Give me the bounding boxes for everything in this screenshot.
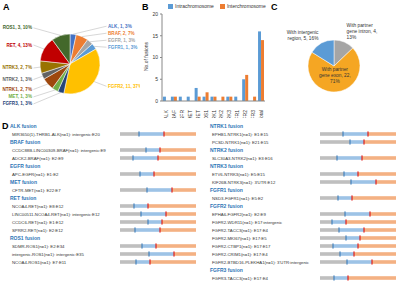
svg-text:MET, 1, 3%: MET, 1, 3% (9, 94, 33, 99)
svg-text:KIF26B-NTRK3(n=1): 3'UTR:E12: KIF26B-NTRK3(n=1): 3'UTR:E12 (212, 180, 276, 185)
svg-text:FGFR2-CTBP1(n=1): E17:E17: FGFR2-CTBP1(n=1): E17:E17 (212, 244, 271, 249)
svg-text:10: 10 (152, 54, 158, 60)
svg-text:EPHA6-FGFR2(n=1): E2:E9: EPHA6-FGFR2(n=1): E2:E9 (212, 212, 266, 217)
svg-text:ETV6-NTRK3(n=1): E5:E15: ETV6-NTRK3(n=1): E5:E15 (212, 172, 266, 177)
svg-text:NTRK1, 2, 7%: NTRK1, 2, 7% (8, 87, 32, 92)
svg-text:C: C (271, 2, 278, 12)
svg-text:NTRK2: NTRK2 (218, 110, 224, 118)
svg-text:ALK fusion: ALK fusion (10, 123, 37, 129)
svg-text:5: 5 (155, 76, 158, 82)
html-text:Intrachromosome: Intrachromosome (175, 3, 214, 9)
svg-text:PCSD-NTRK1(n=1): E21:E15: PCSD-NTRK1(n=1): E21:E15 (212, 140, 269, 145)
svg-text:FGFR2-WDR11(n=1): E17:intergen: FGFR2-WDR11(n=1): E17:intergenic (212, 220, 283, 225)
svg-text:FGFR1, 1, 3%: FGFR1, 1, 3% (108, 45, 137, 50)
svg-text:FGFR2-TACC3(n=1): E17:E4: FGFR2-TACC3(n=1): E17:E4 (212, 228, 269, 233)
svg-text:MET: MET (187, 110, 193, 118)
svg-text:EGFR: EGFR (179, 110, 185, 118)
svg-text:NTRK1 fusion: NTRK1 fusion (210, 123, 243, 129)
svg-text:D: D (8, 121, 9, 131)
svg-text:MIR3650(1)-THRB1-ALK(n=1): int: MIR3650(1)-THRB1-ALK(n=1): intergenic:E2… (12, 132, 100, 137)
svg-text:FGFR2 fusion: FGFR2 fusion (210, 203, 243, 209)
svg-text:NTRK3 fusion: NTRK3 fusion (210, 163, 243, 169)
svg-text:CFTR-MET(n=1): E22:E7: CFTR-MET(n=1): E22:E7 (12, 188, 61, 193)
svg-text:15: 15 (152, 33, 158, 39)
svg-text:FGFR3, 1, 3%: FGFR3, 1, 3% (8, 101, 32, 106)
svg-text:FGFR1: FGFR1 (234, 110, 240, 118)
svg-text:CCDC88B-LINC00309-BRAF(n=1): i: CCDC88B-LINC00309-BRAF(n=1): intergenic:… (12, 148, 106, 153)
html-text:Interchromosome: Interchromosome (226, 3, 266, 9)
svg-text:With intergenicregion, 5, 16%: With intergenicregion, 5, 16% (287, 30, 319, 41)
svg-text:FGFR2, 11, 37%: FGFR2, 11, 37% (108, 84, 140, 89)
svg-text:EGFR fusion: EGFR fusion (10, 163, 40, 169)
svg-text:Total: Total (258, 110, 264, 118)
svg-text:ROS1, 3, 10%: ROS1, 3, 10% (8, 25, 32, 30)
svg-text:SLC30A3-NTRK2(n=1): E3:E16: SLC30A3-NTRK2(n=1): E3:E16 (212, 156, 273, 161)
svg-text:ALK, 1, 3%: ALK, 1, 3% (108, 24, 132, 29)
svg-text:FGFR2-MKI67(n=1): E17:E5: FGFR2-MKI67(n=1): E17:E5 (212, 236, 267, 241)
svg-text:SDMR-ROS1(n=1): E2:E34: SDMR-ROS1(n=1): E2:E34 (12, 244, 65, 249)
svg-text:FGFR2-CRIM1(n=1): E17:E4: FGFR2-CRIM1(n=1): E17:E4 (212, 252, 268, 257)
svg-text:MET fusion: MET fusion (10, 179, 37, 185)
svg-text:NCOA4-RET(n=1): E8:E12: NCOA4-RET(n=1): E8:E12 (12, 204, 64, 209)
svg-text:NTRK3: NTRK3 (226, 110, 232, 118)
svg-text:FGFR3: FGFR3 (250, 110, 256, 118)
svg-text:NSD3-FGFR1(n=1): E5:E2: NSD3-FGFR1(n=1): E5:E2 (212, 196, 264, 201)
svg-text:NTRK2 fusion: NTRK2 fusion (210, 147, 243, 153)
svg-text:ADCK2-BRAF(n=1): E2:E9: ADCK2-BRAF(n=1): E2:E9 (12, 156, 64, 161)
svg-text:0: 0 (155, 98, 158, 104)
svg-text:EPHB1-NTRK1(n=1): E1:E15: EPHB1-NTRK1(n=1): E1:E15 (212, 132, 269, 137)
svg-text:NTRK2, 1, 3%: NTRK2, 1, 3% (8, 77, 32, 82)
svg-text:With partnergene intron, 4,13%: With partnergene intron, 4,13% (347, 22, 378, 39)
svg-text:BRAF: BRAF (171, 110, 177, 118)
svg-text:RET, 4, 13%: RET, 4, 13% (8, 43, 32, 48)
svg-text:ALK: ALK (163, 109, 169, 118)
svg-text:20: 20 (152, 12, 158, 17)
svg-text:LINC00511-NCOA4-RET(n=1): inte: LINC00511-NCOA4-RET(n=1): intergenic:E12 (12, 212, 100, 217)
svg-text:A: A (8, 2, 10, 12)
svg-text:NTRK1: NTRK1 (211, 110, 217, 118)
svg-text:intergenic-ROS1(n=1): intergen: intergenic-ROS1(n=1): intergenic:E35 (12, 252, 84, 257)
svg-text:With partnergene exon, 22,71%: With partnergene exon, 22,71% (319, 67, 351, 84)
svg-text:FGFR1 fusion: FGFR1 fusion (210, 187, 243, 193)
svg-text:B: B (142, 2, 149, 12)
svg-text:BRAF, 2, 7%: BRAF, 2, 7% (108, 31, 135, 36)
svg-text:EGFR, 1, 3%: EGFR, 1, 3% (108, 38, 135, 43)
svg-text:APC-EGFR(n=1): E1:E2: APC-EGFR(n=1): E1:E2 (12, 172, 59, 177)
svg-text:NTRK3, 2, 7%: NTRK3, 2, 7% (8, 65, 32, 70)
svg-text:FGFR2-BTBD16-PLEKHA1(n=1): 3'U: FGFR2-BTBD16-PLEKHA1(n=1): 3'UTR:interge… (212, 260, 310, 265)
svg-text:SPRR2-RET(n=1): E2:E12: SPRR2-RET(n=1): E2:E12 (12, 228, 64, 233)
svg-text:FGFR3-TACC3(n=1): E17:E4: FGFR3-TACC3(n=1): E17:E4 (212, 276, 269, 281)
svg-text:CCDC6-RET(n=1): E1:E12: CCDC6-RET(n=1): E1:E12 (12, 220, 64, 225)
svg-text:BRAF fusion: BRAF fusion (10, 139, 40, 145)
svg-text:FGFR3 fusion: FGFR3 fusion (210, 267, 243, 273)
svg-text:RET fusion: RET fusion (10, 195, 36, 201)
svg-text:RET: RET (195, 110, 201, 118)
svg-text:NCOA4-ROS1(n=1): E7:E11: NCOA4-ROS1(n=1): E7:E11 (12, 260, 67, 265)
svg-text:ROS1 fusion: ROS1 fusion (10, 235, 40, 241)
svg-text:ROS1: ROS1 (203, 110, 209, 118)
svg-text:FGFR2: FGFR2 (242, 110, 248, 118)
svg-text:No.of fusions: No.of fusions (143, 41, 149, 71)
